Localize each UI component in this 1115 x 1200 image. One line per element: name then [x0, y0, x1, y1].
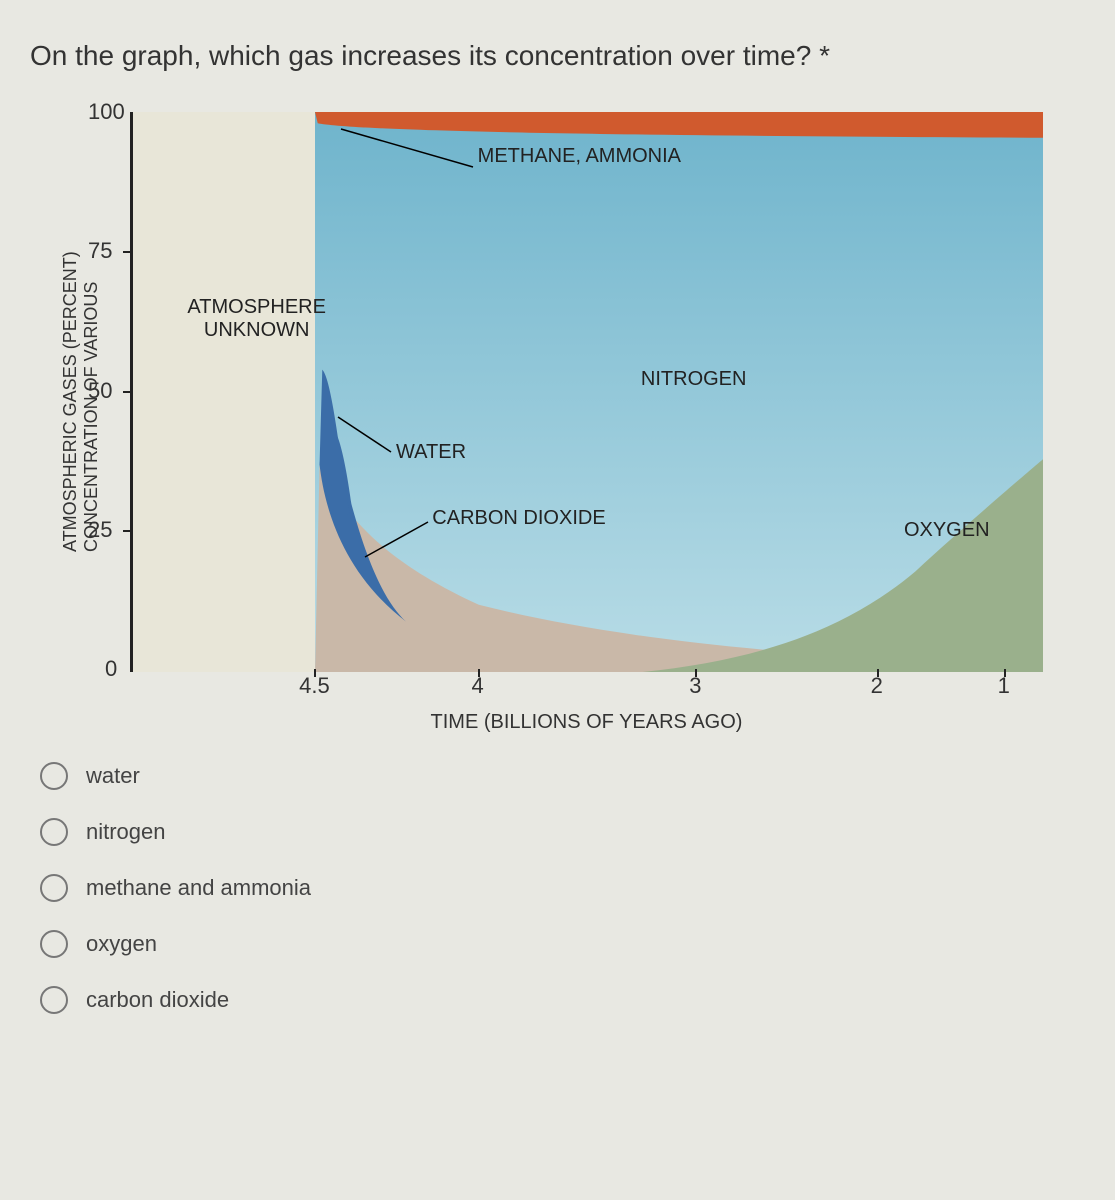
option-label: oxygen — [86, 931, 157, 957]
ytick-100: 100 — [88, 99, 125, 125]
required-asterisk: * — [819, 40, 830, 71]
radio-icon[interactable] — [40, 986, 68, 1014]
radio-icon[interactable] — [40, 818, 68, 846]
ytick-0: 0 — [105, 656, 117, 682]
option-label: methane and ammonia — [86, 875, 311, 901]
option-water[interactable]: water — [40, 762, 1085, 790]
chart-container: ATMOSPHERIC GASES (PERCENT) CONCENTRATIO… — [70, 112, 1085, 672]
ytick-25: 25 — [88, 517, 112, 543]
option-nitrogen[interactable]: nitrogen — [40, 818, 1085, 846]
option-label: carbon dioxide — [86, 987, 229, 1013]
ytick-50: 50 — [88, 378, 112, 404]
radio-icon[interactable] — [40, 874, 68, 902]
xtick-4: 4 — [472, 673, 484, 699]
xtick-1: 1 — [998, 673, 1010, 699]
y-axis-label-line1: CONCENTRATION OF VARIOUS — [81, 282, 101, 552]
plot-area: ATMOSPHERE UNKNOWN METHANE, AMMONIA NITR… — [130, 112, 1040, 672]
question-text: On the graph, which gas increases its co… — [30, 40, 1085, 72]
y-axis-label-line2: ATMOSPHERIC GASES (PERCENT) — [60, 251, 80, 552]
question-body: On the graph, which gas increases its co… — [30, 40, 811, 71]
xtick-2: 2 — [871, 673, 883, 699]
option-label: nitrogen — [86, 819, 166, 845]
option-label: water — [86, 763, 140, 789]
radio-icon[interactable] — [40, 762, 68, 790]
answer-options: water nitrogen methane and ammonia oxyge… — [40, 762, 1085, 1014]
radio-icon[interactable] — [40, 930, 68, 958]
option-oxygen[interactable]: oxygen — [40, 930, 1085, 958]
option-co2[interactable]: carbon dioxide — [40, 986, 1085, 1014]
pointer-lines — [133, 112, 1043, 672]
xtick-4p5: 4.5 — [299, 673, 330, 699]
ytick-75: 75 — [88, 238, 112, 264]
x-axis-label: TIME (BILLIONS OF YEARS AGO) — [431, 711, 743, 734]
xtick-3: 3 — [689, 673, 701, 699]
option-methane[interactable]: methane and ammonia — [40, 874, 1085, 902]
